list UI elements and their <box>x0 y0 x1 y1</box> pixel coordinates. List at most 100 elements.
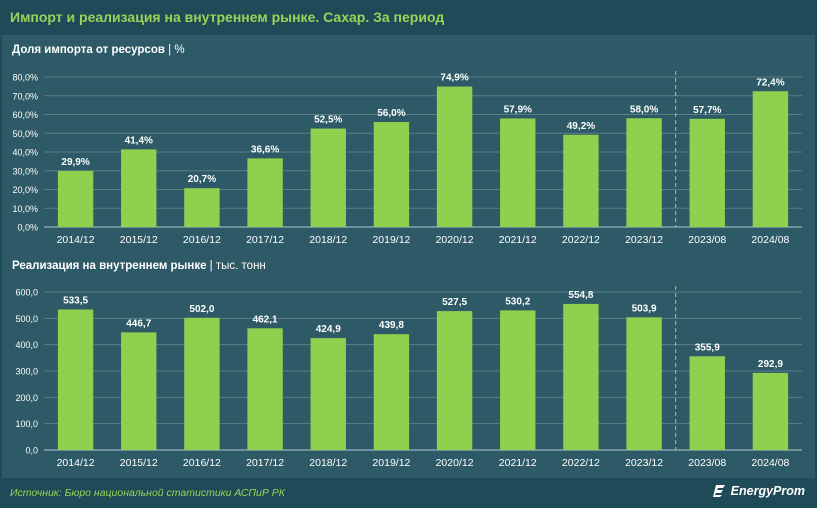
y-tick-label: 10,0% <box>12 204 38 214</box>
x-tick-label: 2014/12 <box>57 234 95 246</box>
y-tick-label: 20,0% <box>12 185 38 195</box>
bar <box>500 310 536 450</box>
logo-text: EnergyProm <box>730 484 805 498</box>
chart-1-subtitle-unit: % <box>174 44 185 56</box>
x-tick-label: 2018/12 <box>309 234 347 246</box>
bar <box>752 372 789 450</box>
x-tick-label: 2017/12 <box>246 234 284 246</box>
x-tick-label: 2019/12 <box>372 234 410 246</box>
x-tick-label: 2020/12 <box>436 457 474 469</box>
x-tick-label: 2023/12 <box>625 457 663 469</box>
bar <box>436 86 473 227</box>
bar-value-label: 424,9 <box>316 324 341 335</box>
x-tick-label: 2023/08 <box>688 234 726 246</box>
x-tick-label: 2018/12 <box>309 457 347 469</box>
bar-value-label: 29,9% <box>61 157 89 168</box>
y-tick-label: 50,0% <box>12 129 38 139</box>
chart-2-subtitle-title: Реализация на внутреннем рынке <box>12 260 207 272</box>
bar <box>563 134 599 227</box>
x-tick-label: 2024/08 <box>751 457 789 469</box>
x-tick-label: 2022/12 <box>562 457 600 469</box>
y-tick-label: 30,0% <box>12 166 38 176</box>
bar-value-label: 56,0% <box>377 108 405 119</box>
import-share-chart: 0,0% 10,0% 20,0% 30,0% 40,0% 50,0% 60,0% 70,0% 8… <box>12 71 802 246</box>
y-tick-label: 100,0 <box>15 419 38 429</box>
y-tick-label: 40,0% <box>12 148 38 158</box>
brand-logo: EnergyProm <box>712 484 805 498</box>
bar <box>247 158 283 227</box>
chart-1-subtitle-title: Доля импорта от ресурсов <box>12 44 165 56</box>
bar-value-label: 533,5 <box>63 296 88 307</box>
bar-value-label: 52,5% <box>314 115 342 126</box>
bar-value-label: 554,8 <box>568 290 593 301</box>
bar <box>57 170 94 227</box>
y-tick-label: 60,0% <box>12 110 38 120</box>
x-tick-label: 2021/12 <box>499 457 537 469</box>
bar <box>500 118 536 227</box>
bar <box>184 188 220 227</box>
x-tick-label: 2015/12 <box>120 234 158 246</box>
x-tick-label: 2021/12 <box>499 234 537 246</box>
y-tick-label: 400,0 <box>15 340 38 350</box>
bar-value-label: 74,9% <box>440 73 468 84</box>
x-tick-label: 2016/12 <box>183 457 221 469</box>
y-tick-label: 600,0 <box>15 288 38 298</box>
bar <box>247 328 283 450</box>
y-tick-label: 70,0% <box>12 91 38 101</box>
bar <box>57 309 94 450</box>
bar-value-label: 58,0% <box>630 104 658 115</box>
bar-value-label: 72,4% <box>756 77 784 88</box>
y-tick-label: 300,0 <box>15 367 38 377</box>
bar-value-label: 36,6% <box>251 144 279 155</box>
bar <box>626 118 662 227</box>
x-tick-label: 2016/12 <box>183 234 221 246</box>
x-tick-label: 2022/12 <box>562 234 600 246</box>
bar-value-label: 527,5 <box>442 297 467 308</box>
bar <box>373 334 410 450</box>
bar-value-label: 292,9 <box>758 359 783 370</box>
y-tick-label: 0,0 <box>25 446 38 456</box>
y-tick-label: 0,0% <box>17 223 38 233</box>
bar-value-label: 57,9% <box>504 104 532 115</box>
x-tick-label: 2019/12 <box>372 457 410 469</box>
bar-value-label: 41,4% <box>125 135 153 146</box>
bar <box>689 118 725 227</box>
x-tick-label: 2024/08 <box>751 234 789 246</box>
bar <box>752 91 789 227</box>
y-tick-label: 200,0 <box>15 393 38 403</box>
bar <box>436 311 473 450</box>
bar <box>121 332 157 450</box>
chart-2-subtitle-unit: тыс. тонн <box>215 260 266 272</box>
bar <box>373 122 410 227</box>
x-tick-label: 2014/12 <box>57 457 95 469</box>
bar <box>626 317 662 450</box>
y-tick-label: 500,0 <box>15 314 38 324</box>
bar-value-label: 503,9 <box>632 303 657 314</box>
bar-value-label: 439,8 <box>379 320 404 331</box>
bar <box>184 317 220 450</box>
bar-value-label: 502,0 <box>189 304 214 315</box>
chart-2-subtitle: Реализация на внутреннем рынке | тыс. то… <box>12 260 266 272</box>
x-tick-label: 2015/12 <box>120 457 158 469</box>
domestic-sales-chart: 0,0 100,0 200,0 300,0 400,0 500,0 600,0 533,5 20… <box>15 286 802 469</box>
page-title: Импорт и реализация на внутреннем рынке.… <box>10 9 445 25</box>
bar-value-label: 49,2% <box>567 121 595 132</box>
bar <box>310 338 346 450</box>
x-tick-label: 2023/08 <box>688 457 726 469</box>
x-tick-label: 2020/12 <box>436 234 474 246</box>
chart-1-subtitle: Доля импорта от ресурсов | % <box>12 44 185 56</box>
bar <box>689 356 725 450</box>
x-tick-label: 2023/12 <box>625 234 663 246</box>
bar <box>563 303 599 450</box>
bar-value-label: 57,7% <box>693 105 721 116</box>
x-tick-label: 2017/12 <box>246 457 284 469</box>
bar-value-label: 530,2 <box>505 296 530 307</box>
energyprom-logo-icon <box>712 485 725 497</box>
bar-value-label: 20,7% <box>188 174 216 185</box>
bar <box>310 128 346 227</box>
chart-2-subtitle-separator: | <box>206 260 216 272</box>
source-footnote: Источник: Бюро национальной статистики А… <box>10 487 285 499</box>
bar <box>121 149 157 227</box>
y-tick-label: 80,0% <box>12 73 38 83</box>
